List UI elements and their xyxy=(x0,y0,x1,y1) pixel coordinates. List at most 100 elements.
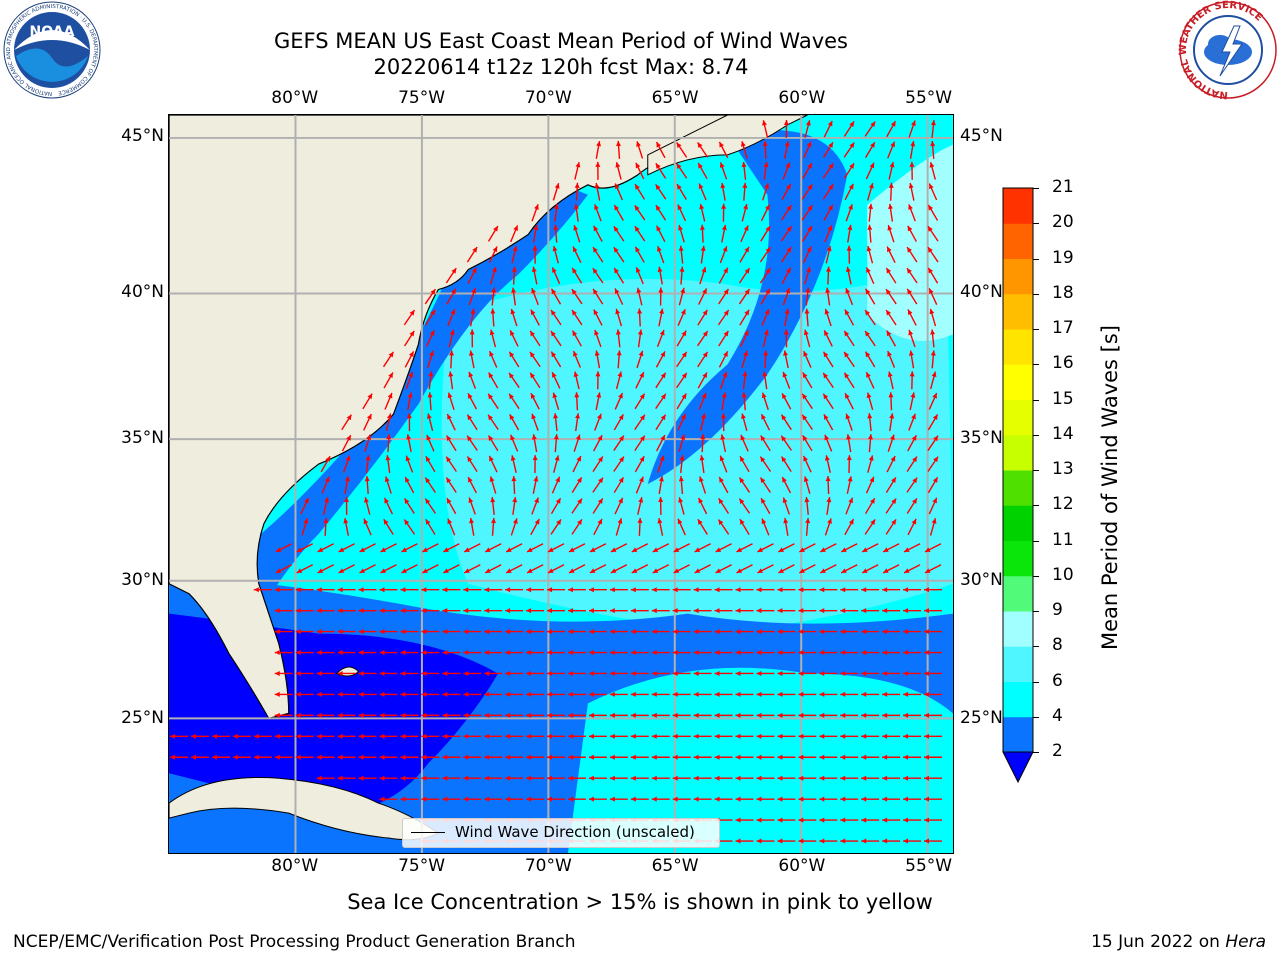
wave-direction-arrowhead xyxy=(575,162,581,168)
lat-label-left: 30°N xyxy=(121,570,164,590)
wave-direction-arrowhead xyxy=(554,455,560,461)
wave-direction-arrowhead xyxy=(598,477,603,484)
wave-direction-arrowhead xyxy=(777,608,783,614)
wave-direction-arrowhead xyxy=(660,351,665,358)
wave-direction-arrowhead xyxy=(678,225,683,231)
wave-direction-arrowhead xyxy=(588,712,594,718)
wave-direction-arrowhead xyxy=(400,691,406,697)
wave-direction-arrowhead xyxy=(509,372,514,379)
wave-direction-arrowhead xyxy=(651,587,657,593)
wave-direction-arrowhead xyxy=(819,608,825,614)
wave-direction-arrowhead xyxy=(903,608,909,614)
wave-direction-arrowhead xyxy=(556,519,562,525)
wave-direction-arrowhead xyxy=(819,754,825,760)
wave-direction-arrowhead xyxy=(908,350,914,356)
wave-direction-arrowhead xyxy=(548,568,554,573)
wave-direction-arrowhead xyxy=(421,650,427,656)
wave-direction-arrowhead xyxy=(715,568,722,573)
wave-direction-arrowhead xyxy=(693,587,699,593)
colorbar-segment xyxy=(1003,223,1033,259)
wave-direction-arrowhead xyxy=(673,547,680,552)
wave-direction-arrowhead xyxy=(804,497,810,503)
wave-direction-arrowhead xyxy=(574,392,580,398)
wave-direction-arrowhead xyxy=(588,796,594,802)
wave-direction-arrowhead xyxy=(274,629,280,635)
wave-direction-arrowhead xyxy=(358,650,364,656)
wave-direction-arrowhead xyxy=(526,629,532,635)
wave-direction-arrowhead xyxy=(868,203,874,210)
wave-direction-arrowhead xyxy=(295,712,301,718)
wave-direction-arrowhead xyxy=(379,796,385,802)
wave-direction-arrowhead xyxy=(296,568,303,573)
wave-direction-arrowhead xyxy=(824,434,830,441)
wave-direction-arrowhead xyxy=(421,754,427,760)
map-gridlines xyxy=(169,115,953,853)
wave-direction-arrowhead xyxy=(358,733,364,739)
wave-direction-arrowhead xyxy=(443,547,449,552)
wave-direction-arrowhead xyxy=(903,775,909,781)
wave-direction-arrowhead xyxy=(337,775,343,781)
wave-direction-arrowhead xyxy=(316,650,322,656)
wave-direction-arrowhead xyxy=(806,246,812,253)
wave-direction-arrowhead xyxy=(609,733,615,739)
wave-direction-arrowhead xyxy=(807,184,813,190)
wave-direction-arrowhead xyxy=(550,330,556,337)
wave-direction-arrowhead xyxy=(337,691,343,697)
wave-direction-arrowhead xyxy=(700,434,706,440)
wave-direction-arrowhead xyxy=(806,141,812,148)
wave-direction-arrowhead xyxy=(841,547,847,552)
colorbar-tick-label: 11 xyxy=(1052,529,1074,550)
wave-direction-arrowhead xyxy=(882,817,888,823)
wave-direction-arrowhead xyxy=(701,392,707,399)
wave-direction-arrowhead xyxy=(400,712,406,718)
wave-direction-arrowhead xyxy=(824,308,830,315)
wave-direction-arrowhead xyxy=(924,650,930,656)
wave-direction-arrowhead xyxy=(316,733,322,739)
wave-direction-arrowhead xyxy=(760,477,766,484)
wave-direction-arrowhead xyxy=(534,497,539,504)
wave-direction-arrowhead xyxy=(840,838,846,844)
wave-direction-arrowhead xyxy=(765,226,771,232)
wave-direction-arrowhead xyxy=(379,712,385,718)
wave-direction-arrowhead xyxy=(911,518,917,525)
wave-direction-arrowhead xyxy=(639,372,644,378)
wave-direction-arrowhead xyxy=(764,204,770,211)
wave-direction-arrowhead xyxy=(743,330,749,336)
wave-direction-arrowhead xyxy=(384,476,390,482)
wave-direction-arrowhead xyxy=(890,141,895,148)
wave-direction-arrowhead xyxy=(577,498,583,505)
wave-direction-arrowhead xyxy=(886,267,892,274)
wave-direction-arrowhead xyxy=(576,477,582,483)
wave-direction-arrowhead xyxy=(714,587,720,593)
period-zone-4-6-south xyxy=(567,667,953,853)
wave-direction-arrowhead xyxy=(908,183,914,189)
wave-direction-arrowhead xyxy=(844,372,850,379)
wave-direction-arrowhead xyxy=(505,754,511,760)
wave-direction-arrowhead xyxy=(799,568,805,573)
wave-direction-arrowhead xyxy=(426,434,432,441)
wave-direction-arrowhead xyxy=(883,547,889,552)
wave-direction-arrowhead xyxy=(882,650,888,656)
wave-direction-arrowhead xyxy=(861,608,867,614)
wave-direction-arrowhead xyxy=(891,498,897,505)
wave-direction-arrowhead xyxy=(756,838,762,844)
wave-direction-arrowhead xyxy=(702,372,708,379)
wave-direction-arrowhead xyxy=(447,518,453,525)
wave-direction-arrowhead xyxy=(469,329,475,335)
wave-direction-arrowhead xyxy=(533,476,539,482)
wave-direction-arrowhead xyxy=(777,691,783,697)
wave-direction-arrowhead xyxy=(619,456,624,463)
wave-direction-arrowhead xyxy=(841,568,847,573)
wave-direction-arrowhead xyxy=(463,796,469,802)
wave-direction-arrowhead xyxy=(657,266,663,273)
wave-direction-arrowhead xyxy=(930,329,936,335)
wave-direction-arrowhead xyxy=(785,162,791,169)
wave-direction-arrowhead xyxy=(777,838,783,844)
wave-direction-arrowhead xyxy=(609,650,615,656)
wave-direction-arrowhead xyxy=(819,817,825,823)
wave-direction-arrowhead xyxy=(364,497,369,503)
wave-direction-arrowhead xyxy=(588,733,594,739)
wave-direction-arrowhead xyxy=(346,435,351,441)
wave-direction-arrowhead xyxy=(442,775,448,781)
wave-direction-arrowhead xyxy=(845,413,851,420)
